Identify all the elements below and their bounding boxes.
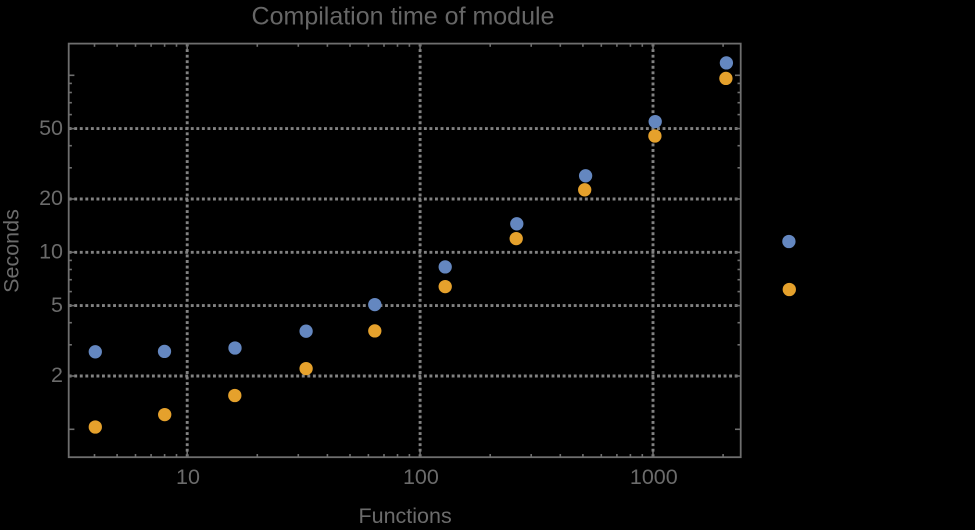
svg-text:Compilation time of module: Compilation time of module xyxy=(252,2,555,30)
svg-text:20: 20 xyxy=(39,186,63,210)
svg-text:5: 5 xyxy=(51,293,63,317)
svg-text:1000: 1000 xyxy=(630,465,678,489)
svg-text:2: 2 xyxy=(51,363,63,387)
svg-text:Seconds: Seconds xyxy=(0,209,24,293)
svg-text:100: 100 xyxy=(403,465,439,489)
svg-text:50: 50 xyxy=(39,116,63,140)
svg-text:Functions: Functions xyxy=(358,504,451,525)
svg-text:10: 10 xyxy=(176,465,200,489)
svg-text:10: 10 xyxy=(39,240,63,264)
